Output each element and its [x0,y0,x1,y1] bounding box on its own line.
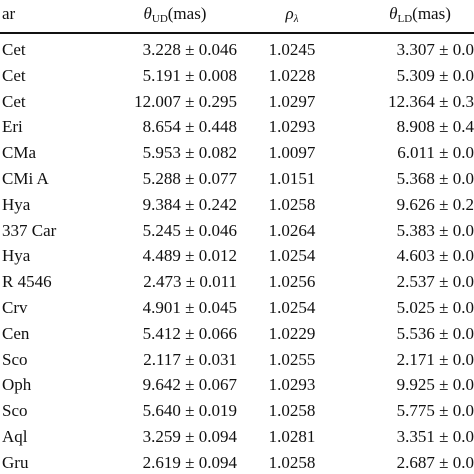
rho-lambda: 1.0229 [268,323,316,343]
header-subscript: LD [397,13,413,25]
rho-lambda: 1.0281 [268,427,316,446]
star-name: Hya [2,194,31,214]
star-name: Oph [2,375,32,395]
theta-ud: 9.384 ± 0.242 [142,194,237,214]
star-name: CMa [2,143,36,163]
theta-ud: 4.489 ± 0.012 [142,246,237,266]
star-name: Hya [2,246,31,266]
theta-ud: 5.191 ± 0.008 [142,65,237,85]
header-subscript: UD [151,13,168,25]
star-name: R 4546 [2,272,52,292]
rho-lambda: 1.0258 [268,194,316,214]
rho-lambda: 1.0293 [268,117,316,137]
header-unit: (mas) [412,4,451,23]
theta-ud: 3.259 ± 0.094 [142,427,237,446]
rho-lambda: 1.0264 [268,220,316,240]
theta-ld: 5.025 ± 0.0 [396,298,474,317]
theta-ld: 12.364 ± 0.3 [388,91,474,111]
star-name: Cen [2,323,30,343]
rho-lambda: 1.0293 [268,375,316,395]
star-name: Sco [2,401,28,421]
theta-ud: 2.619 ± 0.094 [142,452,237,472]
theta-ld: 2.687 ± 0.0 [396,452,474,472]
rho-lambda: 1.0297 [268,91,316,111]
rho-lambda: 1.0097 [268,143,316,163]
theta-ld: 2.171 ± 0.0 [396,349,474,369]
rho-lambda: 1.0258 [268,452,316,472]
theta-ud: 3.228 ± 0.046 [142,40,237,59]
header-symbol: θ [143,4,152,23]
theta-ld: 5.536 ± 0.0 [396,323,474,343]
theta-ld: 9.626 ± 0.2 [396,194,474,214]
theta-ud: 4.901 ± 0.045 [142,298,237,317]
theta-ld: 5.309 ± 0.0 [396,65,474,85]
star-name: Cet [2,40,26,59]
theta-ud: 5.245 ± 0.046 [142,220,237,240]
column-header: θLD(mas) [389,4,451,29]
rho-lambda: 1.0255 [268,349,316,369]
star-name: Gru [2,452,29,472]
star-name: Sco [2,349,28,369]
theta-ld: 5.383 ± 0.0 [396,220,474,240]
header-symbol: ρ [285,4,294,23]
star-name: Aql [2,427,28,446]
theta-ld: 3.307 ± 0.0 [396,40,474,59]
theta-ud: 8.654 ± 0.448 [142,117,237,137]
rho-lambda: 1.0258 [268,401,316,421]
theta-ud: 12.007 ± 0.295 [134,91,237,111]
header-symbol: θ [389,4,398,23]
theta-ld: 2.537 ± 0.0 [396,272,474,292]
rho-lambda: 1.0254 [268,298,316,317]
theta-ud: 5.288 ± 0.077 [142,169,237,188]
rho-lambda: 1.0228 [268,65,316,85]
theta-ud: 5.412 ± 0.066 [142,323,237,343]
header-rule [0,32,474,34]
theta-ld: 9.925 ± 0.0 [396,375,474,395]
theta-ud: 2.473 ± 0.011 [143,272,237,292]
header-unit: (mas) [167,4,207,23]
theta-ud: 9.642 ± 0.067 [142,375,237,395]
theta-ud: 5.640 ± 0.019 [142,401,237,421]
star-name: Cet [2,65,26,85]
star-name: 337 Car [2,220,57,240]
rho-lambda: 1.0151 [268,169,316,188]
theta-ld: 5.775 ± 0.0 [396,401,474,421]
column-header: ar [2,4,16,23]
theta-ld: 6.011 ± 0.0 [397,143,474,163]
header-subscript: λ [293,13,299,25]
theta-ud: 2.117 ± 0.031 [143,349,237,369]
star-name: Crv [2,298,28,317]
rho-lambda: 1.0254 [268,246,316,266]
star-name: CMi A [2,169,49,188]
theta-ld: 3.351 ± 0.0 [396,427,474,446]
column-header: θUD(mas) [144,4,207,29]
theta-ld: 4.603 ± 0.0 [396,246,474,266]
rho-lambda: 1.0256 [268,272,316,292]
theta-ld: 5.368 ± 0.0 [396,169,474,188]
theta-ud: 5.953 ± 0.082 [142,143,237,163]
rho-lambda: 1.0245 [268,40,316,59]
column-header: ρλ [286,4,299,29]
star-name: Cet [2,91,26,111]
star-name: Eri [2,117,23,137]
theta-ld: 8.908 ± 0.4 [396,117,474,137]
